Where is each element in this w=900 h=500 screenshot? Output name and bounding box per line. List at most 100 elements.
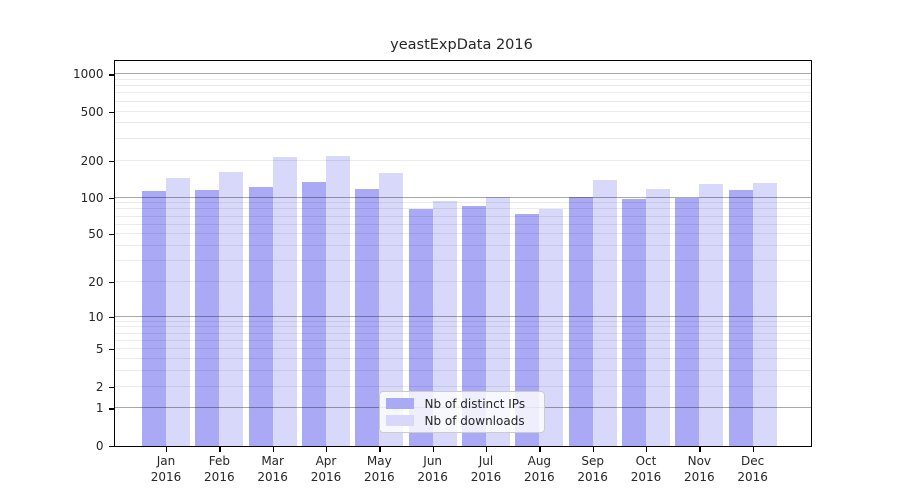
x-tick-label-jul: Jul 2016 xyxy=(454,446,518,485)
bar-sep-ips xyxy=(568,196,593,446)
y-tick-mark xyxy=(108,160,114,162)
legend-row: Nb of distinct IPs xyxy=(385,396,538,411)
x-tick-mark xyxy=(432,446,434,452)
x-tick-label-may: May 2016 xyxy=(347,446,411,485)
minor-gridline xyxy=(114,385,811,387)
y-tick-label: 2 xyxy=(95,379,104,394)
x-tick-label-dec: Dec 2016 xyxy=(721,446,785,485)
minor-gridline xyxy=(114,320,811,322)
y-tick-mark xyxy=(108,445,114,447)
x-tick-label-oct: Oct 2016 xyxy=(614,446,678,485)
plot-area: Nb of distinct IPs Nb of downloads 1000 50… xyxy=(73,60,812,484)
x-tick-year: 2016 xyxy=(257,469,288,484)
x-tick-label-feb: Feb 2016 xyxy=(187,446,251,485)
bar-mar-ips xyxy=(248,186,273,446)
x-tick-mark xyxy=(379,446,381,452)
y-tick-mark xyxy=(108,111,114,113)
bar-dec-downloads xyxy=(752,183,777,446)
x-tick-mark xyxy=(272,446,274,452)
bar-may-ips xyxy=(355,188,380,446)
minor-gridline xyxy=(114,370,811,371)
x-tick-month: Oct xyxy=(635,453,657,468)
minor-gridline xyxy=(114,339,811,341)
x-tick-label-nov: Nov 2016 xyxy=(667,446,731,485)
legend: Nb of distinct IPs Nb of downloads xyxy=(378,391,545,433)
minor-gridline xyxy=(114,223,811,225)
bar-sep-downloads xyxy=(592,180,617,446)
x-tick-mark xyxy=(325,446,328,452)
bar-oct-ips xyxy=(621,199,646,446)
bar-feb-downloads xyxy=(219,171,244,446)
x-tick-month: Feb xyxy=(208,453,230,468)
x-tick-year: 2016 xyxy=(684,469,715,484)
x-tick-label-aug: Aug 2016 xyxy=(507,446,571,485)
y-tick-mark xyxy=(108,316,114,318)
x-tick-mark xyxy=(699,446,701,452)
major-gridline xyxy=(114,73,811,75)
x-tick-label-jan: Jan 2016 xyxy=(134,446,198,485)
minor-gridline xyxy=(114,122,811,124)
minor-gridline xyxy=(114,326,811,328)
x-tick-month: May xyxy=(366,453,392,468)
minor-gridline xyxy=(114,260,811,261)
x-tick-month: Jul xyxy=(478,453,494,468)
major-gridline xyxy=(114,315,811,317)
x-tick-mark xyxy=(539,446,541,452)
x-tick-label-jun: Jun 2016 xyxy=(401,446,465,485)
minor-gridline xyxy=(114,159,811,161)
y-tick-label: 0 xyxy=(95,438,104,453)
x-tick-month: Nov xyxy=(687,453,712,468)
bar-jan-downloads xyxy=(166,178,190,446)
bar-feb-ips xyxy=(195,190,220,446)
legend-swatch xyxy=(385,415,414,426)
minor-gridline xyxy=(114,85,811,87)
x-tick-label-sep: Sep 2016 xyxy=(561,446,625,485)
x-tick-year: 2016 xyxy=(577,469,608,484)
bar-jan-ips xyxy=(142,190,166,446)
y-tick-label: 50 xyxy=(88,227,104,242)
legend-row: Nb of downloads xyxy=(385,413,538,428)
y-tick-mark xyxy=(108,74,114,76)
y-tick-label: 200 xyxy=(80,153,104,168)
minor-gridline xyxy=(114,245,811,246)
y-tick-label: 1000 xyxy=(72,67,104,82)
minor-gridline xyxy=(114,208,811,210)
minor-gridline xyxy=(114,92,811,94)
minor-gridline xyxy=(114,348,811,350)
bar-oct-downloads xyxy=(645,188,670,446)
y-tick-mark xyxy=(108,234,114,236)
legend-label: Nb of downloads xyxy=(424,413,525,428)
x-tick-month: Jan xyxy=(156,453,176,468)
x-tick-mark xyxy=(485,446,488,452)
y-tick-mark xyxy=(108,349,114,351)
minor-gridline xyxy=(114,137,811,139)
bar-nov-ips xyxy=(675,197,700,446)
minor-gridline xyxy=(114,358,811,359)
x-tick-year: 2016 xyxy=(310,469,342,484)
x-tick-month: Aug xyxy=(527,453,552,468)
chart-title: yeastExpData 2016 xyxy=(390,37,533,53)
x-tick-year: 2016 xyxy=(417,469,448,484)
x-tick-year: 2016 xyxy=(524,469,555,484)
x-tick-month: Apr xyxy=(315,453,337,468)
minor-gridline xyxy=(114,78,811,80)
x-tick-year: 2016 xyxy=(204,469,235,484)
y-tick-mark xyxy=(108,281,114,284)
minor-gridline xyxy=(114,202,811,204)
minor-gridline xyxy=(114,100,811,102)
y-tick-label: 1 xyxy=(95,401,104,416)
x-tick-mark xyxy=(645,446,648,452)
y-tick-label: 20 xyxy=(88,274,104,289)
x-tick-year: 2016 xyxy=(630,469,662,484)
legend-label: Nb of distinct IPs xyxy=(424,396,526,411)
bar-apr-ips xyxy=(301,182,326,446)
x-tick-mark xyxy=(219,446,221,452)
minor-gridline xyxy=(114,233,811,235)
y-tick-label: 10 xyxy=(88,309,104,324)
y-tick-mark xyxy=(108,197,114,199)
x-tick-month: Jun xyxy=(423,453,443,468)
y-tick-mark xyxy=(108,386,114,388)
x-tick-mark xyxy=(592,446,594,452)
y-tick-mark xyxy=(108,408,114,410)
